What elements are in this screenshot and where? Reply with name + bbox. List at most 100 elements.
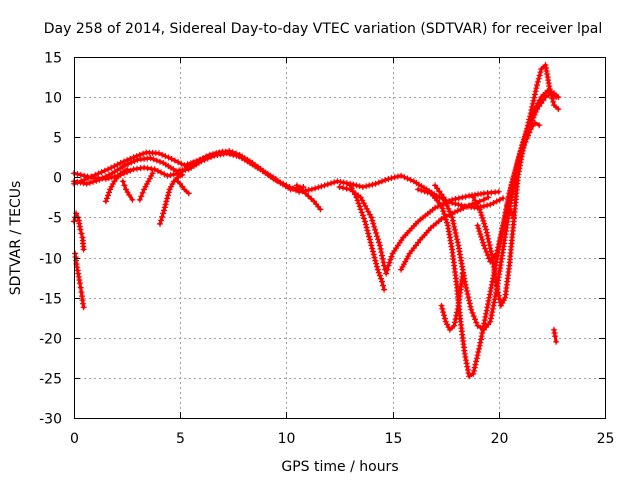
data-point <box>486 294 493 301</box>
data-point <box>440 309 447 316</box>
data-point <box>114 161 121 168</box>
data-point <box>164 195 171 202</box>
data-point <box>340 184 346 191</box>
data-point <box>407 176 414 183</box>
data-point <box>487 201 494 208</box>
data-point <box>181 162 188 169</box>
data-point <box>454 306 461 312</box>
data-point <box>366 236 373 243</box>
tick-layer: 0 5 10 15 20 25 -30 -25 -20 -15 -10 -5 0 5 10 15 <box>39 51 614 448</box>
data-point <box>328 180 334 187</box>
data-point <box>480 217 487 224</box>
data-point <box>521 142 528 149</box>
data-point <box>418 187 425 194</box>
data-point <box>370 248 376 255</box>
data-point <box>90 178 97 185</box>
data-point <box>440 194 447 201</box>
data-point <box>473 319 480 326</box>
data-point <box>76 280 83 287</box>
data-point <box>468 306 475 313</box>
data-point <box>439 205 446 212</box>
data-point <box>380 282 386 289</box>
data-point <box>487 245 494 252</box>
data-point <box>318 183 325 190</box>
data-point <box>532 88 539 95</box>
data-point <box>511 177 518 184</box>
data-point <box>476 228 483 235</box>
grid-layer <box>74 57 605 418</box>
data-point <box>369 245 376 252</box>
data-point <box>536 72 543 79</box>
data-point <box>493 250 500 257</box>
data-point <box>478 233 485 240</box>
x-axis-label: GPS time / hours <box>281 459 398 475</box>
data-point <box>483 248 490 255</box>
data-point <box>242 156 248 163</box>
data-point <box>496 196 503 203</box>
data-point <box>203 153 210 160</box>
series-trace <box>138 171 155 202</box>
data-point <box>150 156 157 163</box>
data-point <box>359 212 366 219</box>
data-point <box>529 112 536 119</box>
series-arc-e <box>336 184 502 277</box>
data-point <box>387 256 394 263</box>
data-point <box>449 214 456 221</box>
data-point <box>472 316 478 323</box>
data-point <box>117 159 124 166</box>
data-point <box>484 232 491 239</box>
data-point <box>466 202 473 209</box>
data-point <box>489 309 496 316</box>
data-point <box>165 192 171 199</box>
data-point <box>162 201 169 208</box>
data-point <box>462 193 469 200</box>
data-point <box>552 333 559 340</box>
data-point <box>526 119 533 125</box>
data-point <box>280 180 287 187</box>
data-point <box>438 202 445 209</box>
data-point <box>93 177 100 184</box>
data-point <box>388 253 395 260</box>
data-point <box>366 182 373 189</box>
data-point <box>165 189 172 196</box>
data-point <box>477 339 484 346</box>
x-tick-label: 5 <box>176 431 185 447</box>
data-point <box>455 195 462 202</box>
data-point <box>473 358 480 365</box>
data-point <box>99 175 106 182</box>
data-point <box>377 245 384 252</box>
data-point <box>367 239 374 246</box>
data-point <box>162 153 169 160</box>
data-point <box>360 215 367 222</box>
data-point <box>459 270 466 277</box>
data-point <box>462 281 469 288</box>
data-point <box>75 270 82 277</box>
data-point <box>117 170 124 177</box>
data-point <box>133 153 140 160</box>
data-point <box>160 210 167 217</box>
data-point <box>343 180 350 187</box>
data-point <box>479 330 486 336</box>
data-point <box>499 225 506 232</box>
data-point <box>441 211 448 217</box>
data-point <box>523 135 530 142</box>
data-point <box>478 212 485 219</box>
y-tick-label: -5 <box>48 211 62 227</box>
series-arc-f <box>347 182 388 293</box>
data-point <box>157 158 163 165</box>
series-arc-d <box>294 182 324 213</box>
data-point <box>476 206 483 213</box>
data-point <box>453 233 460 240</box>
data-point <box>513 168 520 175</box>
data-point <box>477 209 484 216</box>
data-point <box>497 234 504 241</box>
data-point <box>489 278 496 285</box>
data-point <box>484 202 491 209</box>
series-trace <box>471 63 560 308</box>
data-point <box>151 166 158 173</box>
data-point <box>300 184 307 190</box>
data-point <box>401 174 408 181</box>
data-point <box>163 198 170 205</box>
data-point <box>181 186 188 193</box>
